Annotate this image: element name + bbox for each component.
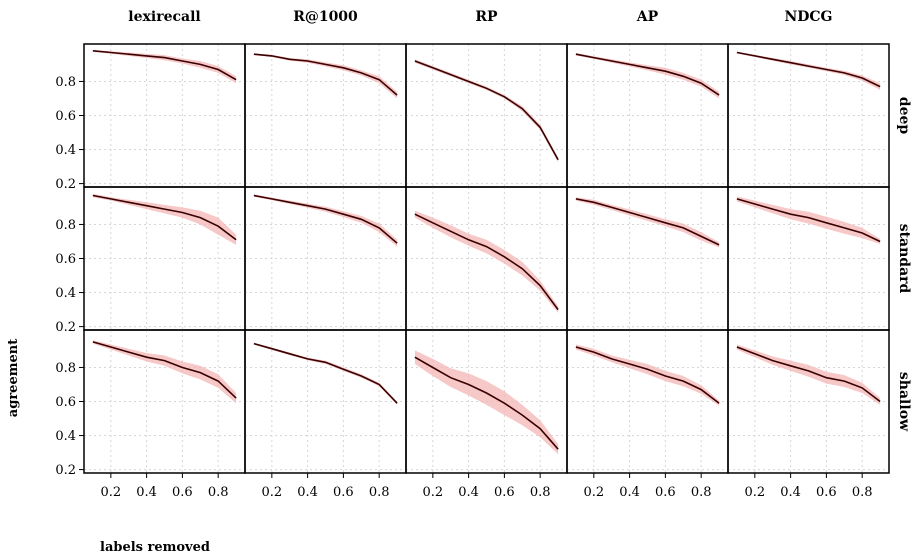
series-line (575, 198, 720, 246)
y-tick-label: 0.8 (55, 361, 76, 376)
series-line (575, 346, 720, 404)
confidence-band (736, 344, 881, 405)
series-line (92, 194, 237, 241)
panels-layer (83, 43, 890, 474)
panel-deep-r-1000 (244, 43, 407, 188)
panel-deep-rp (405, 43, 568, 188)
series-line (736, 51, 881, 88)
y-tick-label: 0.8 (55, 218, 76, 233)
y-axis-title: agreement (6, 339, 21, 417)
confidence-band (92, 340, 237, 404)
panel-standard-ap (566, 186, 729, 331)
strip-label-shallow: shallow (896, 372, 912, 432)
panel-standard-ndcg (727, 186, 890, 331)
panel-deep-lexirecall (83, 43, 246, 188)
series-line (253, 53, 398, 96)
series-line (736, 346, 881, 403)
strip-label-lexirecall: lexirecall (128, 9, 200, 25)
x-tick-label: 0.8 (369, 485, 390, 500)
x-tick-label: 0.6 (816, 485, 837, 500)
confidence-band (414, 350, 559, 455)
y-tick-label: 0.4 (55, 429, 76, 444)
strip-label-standard: standard (896, 224, 912, 294)
y-tick-label: 0.2 (55, 177, 76, 192)
strip-label-rp: RP (475, 9, 498, 25)
confidence-band (575, 344, 720, 406)
x-tick-label: 0.2 (100, 485, 121, 500)
confidence-band (414, 210, 559, 313)
confidence-band (736, 51, 881, 90)
confidence-band (253, 194, 398, 247)
strip-label-ndcg: NDCG (784, 9, 832, 25)
x-tick-label: 0.6 (655, 485, 676, 500)
confidence-band (575, 53, 720, 99)
panel-shallow-lexirecall (83, 329, 246, 474)
panel-shallow-rp (405, 329, 568, 474)
series-line (414, 356, 559, 450)
panel-deep-ndcg (727, 43, 890, 188)
y-tick-label: 0.2 (55, 463, 76, 478)
confidence-band (92, 193, 237, 245)
x-tick-label: 0.8 (691, 485, 712, 500)
y-tick-label: 0.6 (55, 109, 76, 124)
series-line (736, 198, 881, 243)
x-tick-label: 0.4 (458, 485, 479, 500)
x-axis-title: labels removed (100, 540, 210, 555)
panel-standard-r-1000 (244, 186, 407, 331)
x-tick-label: 0.2 (422, 485, 443, 500)
y-tick-label: 0.4 (55, 286, 76, 301)
panel-deep-ap (566, 43, 729, 188)
panel-shallow-ndcg (727, 329, 890, 474)
confidence-band (414, 59, 559, 163)
x-tick-label: 0.6 (333, 485, 354, 500)
panel-standard-lexirecall (83, 186, 246, 331)
x-tick-label: 0.2 (744, 485, 765, 500)
series-line (414, 213, 559, 311)
x-axis-ticks: 0.2 0.4 0.6 0.8 0.2 0.4 0.6 0.8 0.2 0.4 0.6 0.8 0.2 0… (100, 473, 873, 500)
x-tick-label: 0.8 (208, 485, 229, 500)
series-line (414, 60, 559, 161)
strip-labels: lexirecall R@1000 RP AP NDCG deep standard shal… (128, 9, 912, 432)
x-tick-label: 0.4 (619, 485, 640, 500)
y-tick-label: 0.6 (55, 252, 76, 267)
x-tick-label: 0.4 (780, 485, 801, 500)
x-tick-label: 0.2 (583, 485, 604, 500)
y-tick-label: 0.2 (55, 320, 76, 335)
x-tick-label: 0.4 (136, 485, 157, 500)
x-tick-label: 0.6 (494, 485, 515, 500)
series-line (92, 50, 237, 81)
panel-standard-rp (405, 186, 568, 331)
confidence-band (253, 342, 398, 405)
x-tick-label: 0.8 (852, 485, 873, 500)
x-tick-label: 0.6 (172, 485, 193, 500)
strip-label-r-1000: R@1000 (293, 9, 358, 25)
x-tick-label: 0.2 (261, 485, 282, 500)
y-axis-ticks: 0.2 0.4 0.6 0.8 0.2 0.4 0.6 0.8 0.2 0.4 0.6 0.8 (55, 75, 84, 478)
x-tick-label: 0.4 (297, 485, 318, 500)
x-tick-label: 0.8 (530, 485, 551, 500)
confidence-band (736, 196, 881, 244)
y-tick-label: 0.6 (55, 395, 76, 410)
panel-shallow-r-1000 (244, 329, 407, 474)
series-line (575, 53, 720, 96)
series-line (253, 194, 398, 244)
panel-border (727, 329, 890, 474)
y-tick-label: 0.8 (55, 75, 76, 90)
series-line (253, 342, 398, 404)
confidence-band (253, 53, 398, 99)
y-tick-label: 0.4 (55, 143, 76, 158)
strip-label-ap: AP (636, 9, 659, 25)
confidence-band (92, 50, 237, 84)
series-line (92, 341, 237, 399)
panel-shallow-ap (566, 329, 729, 474)
confidence-band (575, 197, 720, 248)
strip-label-deep: deep (896, 97, 912, 135)
